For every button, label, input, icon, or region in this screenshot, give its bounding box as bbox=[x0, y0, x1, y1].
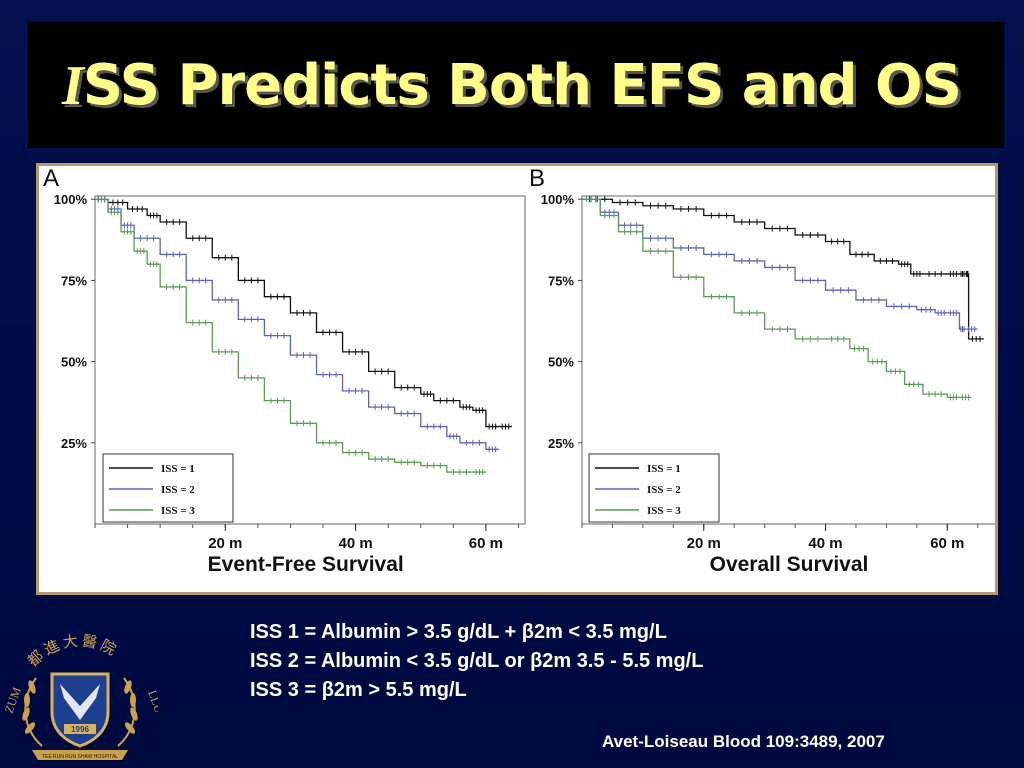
legend-label-iss-3: ISS = 3 bbox=[161, 505, 195, 517]
series-line-iss-2 bbox=[582, 198, 978, 330]
y-tick-label: 50% bbox=[548, 355, 574, 370]
y-tick-label: 75% bbox=[61, 273, 87, 288]
series-line-iss-3 bbox=[582, 198, 972, 398]
chart-title: Event-Free Survival bbox=[208, 553, 404, 576]
panel-letter-b: B bbox=[529, 166, 545, 192]
series-line-iss-1 bbox=[582, 198, 984, 340]
logo-chinese-text: 都進大醫院 bbox=[24, 631, 119, 670]
x-tick-label: 20 m bbox=[687, 535, 721, 552]
iss-2-definition: ISS 2 = Albumin < 3.5 g/dL or β2m 3.5 - … bbox=[250, 650, 704, 672]
legend-label-iss-1: ISS = 1 bbox=[647, 463, 681, 475]
legend-label-iss-1: ISS = 1 bbox=[161, 463, 195, 475]
y-tick-label: 25% bbox=[548, 436, 574, 451]
iss-definitions: ISS 1 = Albumin > 3.5 g/dL + β2m < 3.5 m… bbox=[250, 618, 703, 705]
x-tick-label: 40 m bbox=[808, 535, 842, 552]
series-line-iss-1 bbox=[95, 198, 512, 428]
chart-title: Overall Survival bbox=[710, 553, 869, 576]
logo-year: 1996 bbox=[71, 725, 89, 734]
hospital-logo: 1996 都進大醫院 ZUM LLU TEE RUN RUN SHAW HOSP… bbox=[2, 631, 158, 760]
series-line-iss-2 bbox=[95, 198, 499, 450]
title-first-letter: I bbox=[62, 54, 84, 117]
citation: Avet-Loiseau Blood 109:3489, 2007 bbox=[602, 732, 885, 751]
x-tick-label: 60 m bbox=[469, 535, 503, 552]
logo-left-letters: ZUM bbox=[2, 685, 24, 715]
logo-ribbon-text: TEE RUN RUN SHAW HOSPITAL bbox=[42, 754, 118, 760]
figure-panel: A 100% 75% 50% 25% 20 m 40 m 60 m Event-Free Sur… bbox=[36, 163, 998, 595]
x-tick-label: 20 m bbox=[208, 535, 242, 552]
panel-letter-a: A bbox=[43, 166, 59, 192]
y-tick-label: 50% bbox=[61, 355, 87, 370]
plot-frame bbox=[94, 195, 526, 525]
y-tick-label: 100% bbox=[54, 192, 88, 207]
iss-3-definition: ISS 3 = β2m > 5.5 mg/L bbox=[250, 679, 467, 701]
plot-frame bbox=[581, 195, 995, 525]
series-line-iss-3 bbox=[95, 198, 486, 473]
slide-title: ISS Predicts Both EFS and OS bbox=[62, 52, 962, 118]
title-rest: SS Predicts Both EFS and OS bbox=[82, 52, 962, 118]
logo-right-letters: LLU bbox=[145, 688, 158, 715]
y-tick-label: 75% bbox=[548, 273, 574, 288]
x-tick-label: 40 m bbox=[339, 535, 373, 552]
legend-label-iss-3: ISS = 3 bbox=[647, 505, 681, 517]
title-bar: ISS Predicts Both EFS and OS bbox=[28, 22, 1004, 148]
legend-label-iss-2: ISS = 2 bbox=[161, 484, 195, 496]
x-tick-label: 60 m bbox=[930, 535, 964, 552]
iss-1-definition: ISS 1 = Albumin > 3.5 g/dL + β2m < 3.5 m… bbox=[250, 621, 667, 643]
svg-text:都進大醫院: 都進大醫院 bbox=[24, 631, 122, 670]
y-tick-label: 25% bbox=[61, 436, 87, 451]
y-tick-label: 100% bbox=[541, 192, 575, 207]
legend-label-iss-2: ISS = 2 bbox=[647, 484, 681, 496]
